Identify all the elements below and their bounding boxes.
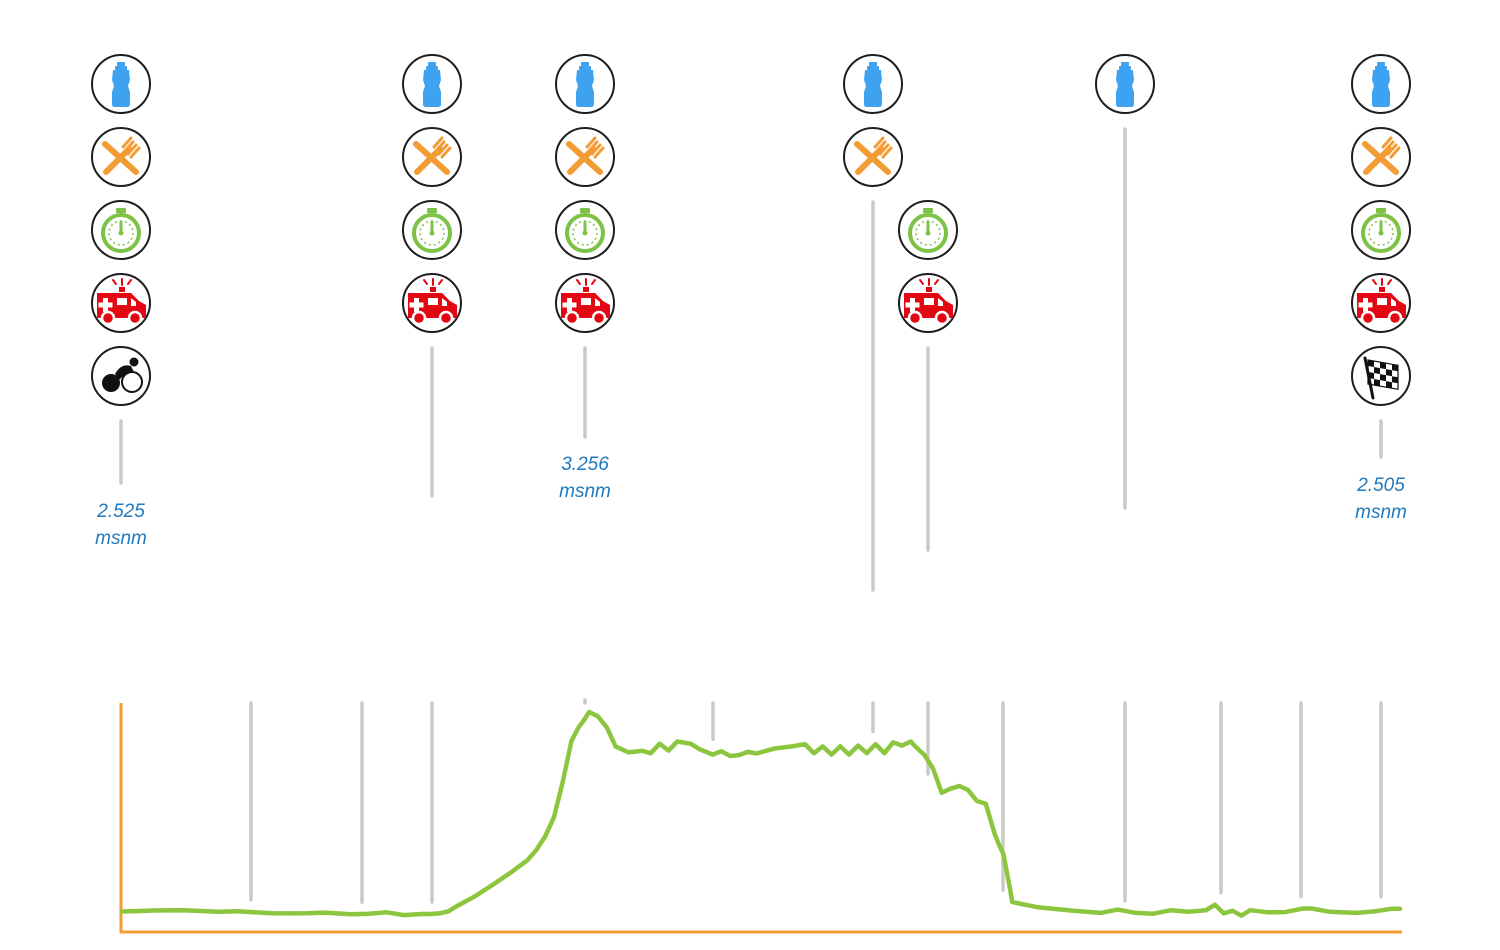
water-bottle-icon [555,54,615,114]
timer-icon [91,200,151,260]
ambulance-icon [1351,273,1411,333]
food-icon [555,127,615,187]
water-bottle-icon [91,54,151,114]
cyclist-icon [91,346,151,406]
guide-lines [249,698,1383,905]
elevation-line [119,709,1403,918]
elevation-profile [119,709,1403,918]
elevation-annotation: 2.525 msnm [95,501,147,549]
water-bottle-icon [1095,54,1155,114]
aid-stations [91,54,1411,592]
water-bottle-icon [1351,54,1411,114]
finish-flag-icon [1351,346,1411,406]
food-icon [1351,127,1411,187]
timer-icon [555,200,615,260]
elevation-annotation: 2.505 msnm [1355,475,1407,523]
chart-axes [119,703,1402,934]
food-icon [91,127,151,187]
ambulance-icon [91,273,151,333]
ambulance-icon [898,273,958,333]
timer-icon [402,200,462,260]
food-icon [402,127,462,187]
water-bottle-icon [402,54,462,114]
water-bottle-icon [843,54,903,114]
elevation-annotation: 3.256 msnm [559,454,611,502]
food-icon [843,127,903,187]
elevation-annotations: 2.525 msnm 3.256 msnm 2.505 msnm [95,454,1407,549]
ambulance-icon [555,273,615,333]
timer-icon [1351,200,1411,260]
ambulance-icon [402,273,462,333]
timer-icon [898,200,958,260]
